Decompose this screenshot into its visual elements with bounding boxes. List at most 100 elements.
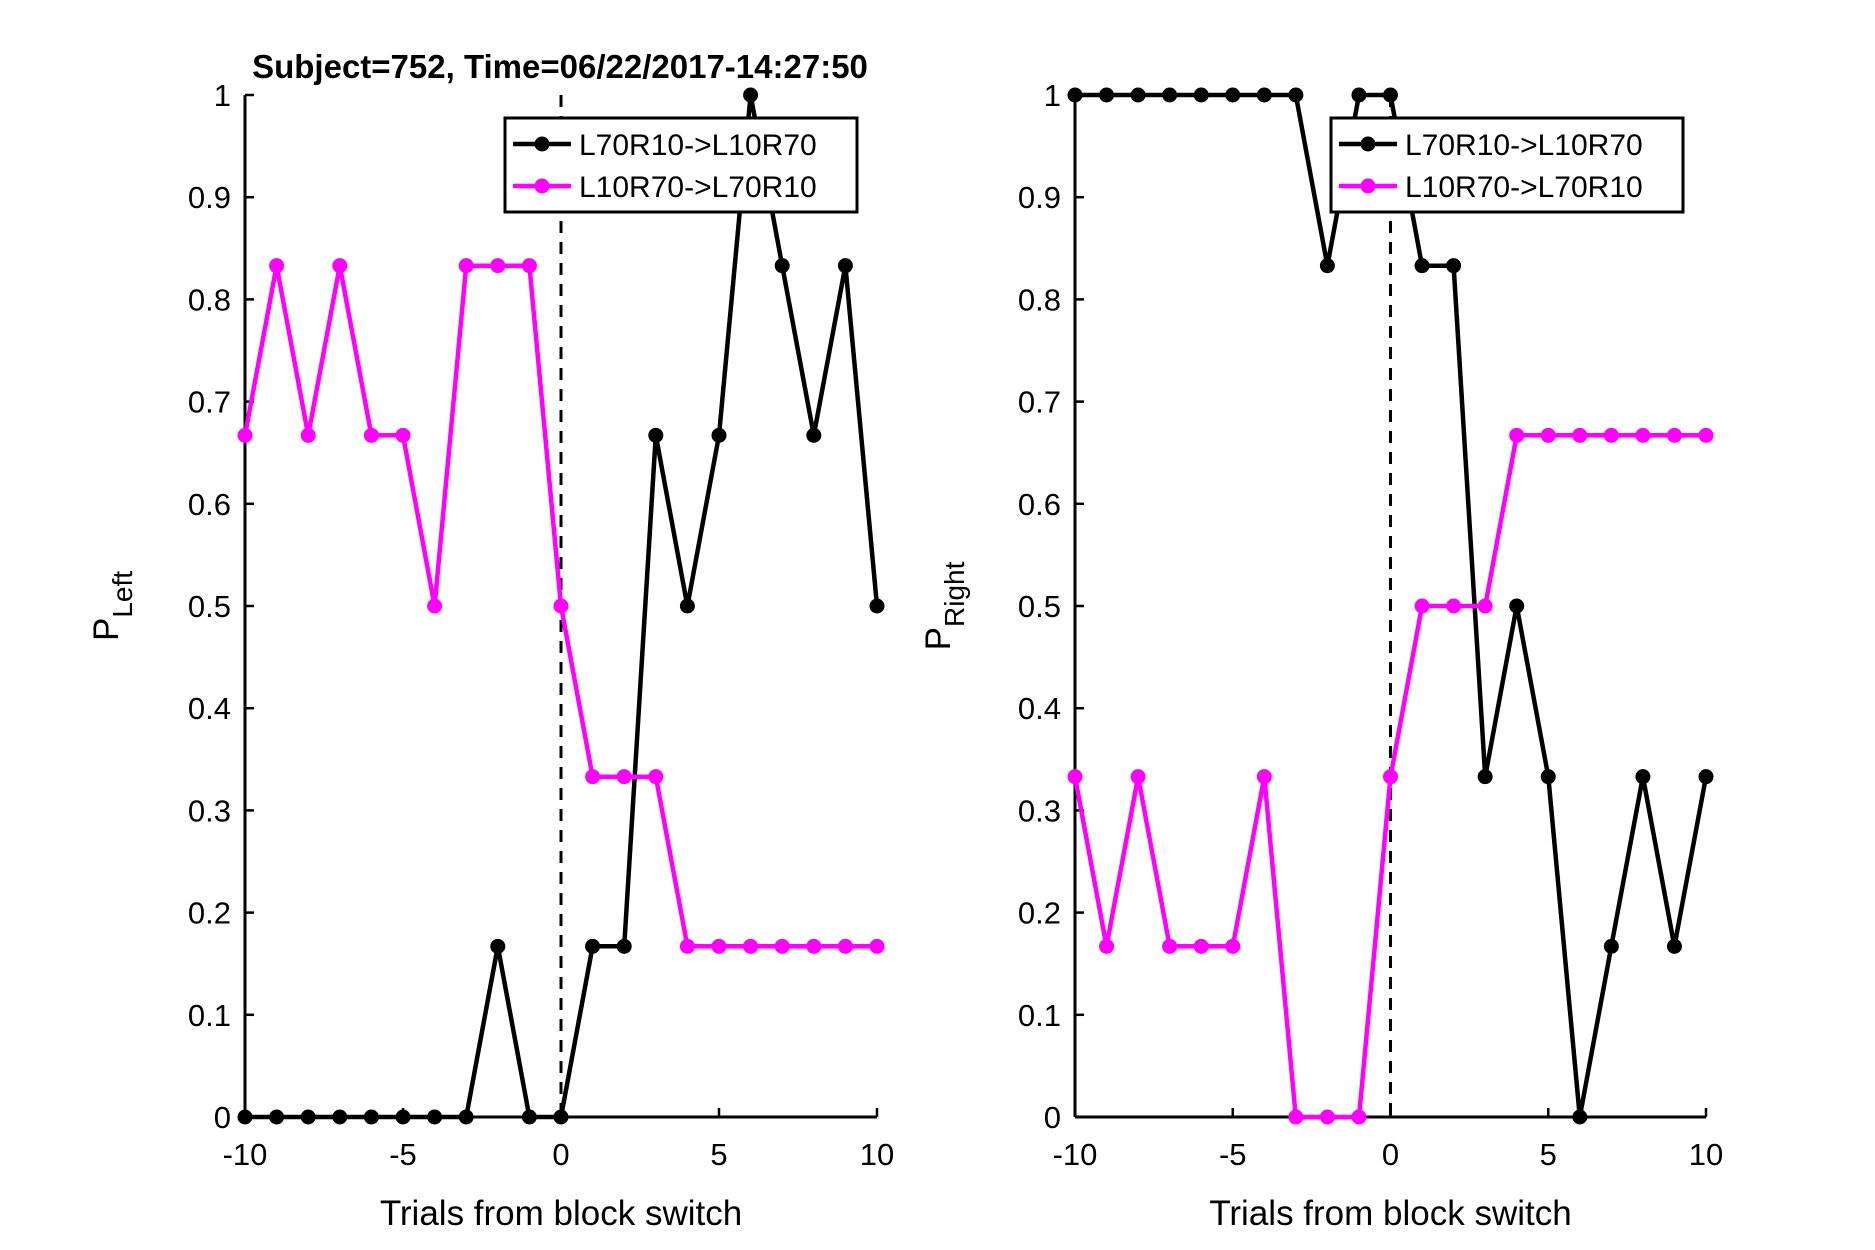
- data-point: [269, 258, 285, 274]
- legend-label: L10R70->L70R10: [579, 171, 817, 204]
- y-tick-label: 1: [1044, 78, 1061, 113]
- legend-swatch-marker: [1360, 136, 1376, 152]
- data-point: [1099, 87, 1115, 103]
- data-point: [553, 1109, 569, 1125]
- y-tick-label: 0.8: [1018, 282, 1061, 317]
- y-tick-label: 0.9: [188, 180, 231, 215]
- data-point: [743, 87, 759, 103]
- data-point: [837, 938, 853, 954]
- legend-swatch-marker: [1360, 178, 1376, 194]
- x-tick-label: 5: [1540, 1137, 1557, 1172]
- data-point: [679, 938, 695, 954]
- y-tick-label: 0.5: [188, 589, 231, 624]
- data-point: [1319, 258, 1335, 274]
- y-axis-label: PLeft: [87, 571, 138, 641]
- x-tick-label: -10: [223, 1137, 268, 1172]
- data-point: [237, 1109, 253, 1125]
- data-point: [711, 938, 727, 954]
- data-point: [1130, 769, 1146, 785]
- y-tick-label: 0.6: [1018, 487, 1061, 522]
- y-tick-label: 0.2: [188, 896, 231, 931]
- y-axis-label-main: P: [87, 618, 126, 641]
- x-tick-label: -5: [389, 1137, 417, 1172]
- data-point: [427, 598, 443, 614]
- y-tick-label: 1: [214, 78, 231, 113]
- data-point: [1698, 769, 1714, 785]
- data-point: [1540, 769, 1556, 785]
- data-point: [806, 427, 822, 443]
- data-point: [1288, 1109, 1304, 1125]
- y-tick-label: 0.3: [188, 793, 231, 828]
- legend-box: [503, 116, 859, 214]
- data-point: [1099, 938, 1115, 954]
- data-point: [395, 427, 411, 443]
- data-point: [332, 258, 348, 274]
- x-axis-label: Trials from block switch: [1209, 1194, 1571, 1233]
- data-point: [490, 258, 506, 274]
- y-axis-label-subscript: Left: [107, 571, 138, 618]
- legend: L70R10->L10R70 L10R70->L70R10: [503, 116, 859, 214]
- right-chart-panel: 0 0.1 0.2 0.3 0.4 0.5 0.6 0.7 0.8 0.9 1 -10 -5 0 5 10 Tr…: [919, 78, 1723, 1233]
- data-point: [300, 1109, 316, 1125]
- data-point: [332, 1109, 348, 1125]
- data-point: [363, 427, 379, 443]
- data-point: [1193, 87, 1209, 103]
- data-point: [1572, 1109, 1588, 1125]
- x-tick-label: 5: [710, 1137, 727, 1172]
- x-tick-label: 10: [860, 1137, 894, 1172]
- data-point: [774, 258, 790, 274]
- y-tick-label: 0.2: [1018, 896, 1061, 931]
- y-tick-label: 0.1: [188, 998, 231, 1033]
- data-point: [1383, 87, 1398, 103]
- data-point: [1225, 938, 1241, 954]
- y-tick-label: 0.1: [1018, 998, 1061, 1033]
- data-point: [1193, 938, 1209, 954]
- data-point: [521, 1109, 537, 1125]
- legend-label: L70R10->L10R70: [1405, 129, 1643, 162]
- x-axis-label: Trials from block switch: [380, 1194, 742, 1233]
- data-point: [585, 769, 601, 785]
- legend: L70R10->L10R70 L10R70->L70R10: [1329, 116, 1685, 214]
- y-axis-label-main: P: [919, 627, 958, 650]
- figure-title: Subject=752, Time=06/22/2017-14:27:50: [252, 48, 868, 85]
- data-point: [490, 938, 506, 954]
- y-tick-label: 0.8: [188, 282, 231, 317]
- legend-swatch-marker: [534, 178, 550, 194]
- data-point: [1446, 258, 1462, 274]
- x-tick-label: 10: [1689, 1137, 1723, 1172]
- data-point: [1603, 427, 1619, 443]
- legend-swatch-marker: [534, 136, 550, 152]
- data-point: [869, 938, 885, 954]
- data-point: [1256, 87, 1272, 103]
- data-point: [1540, 427, 1556, 443]
- data-point: [458, 1109, 474, 1125]
- data-point: [1256, 769, 1272, 785]
- y-tick-label: 0.6: [188, 487, 231, 522]
- data-point: [711, 427, 727, 443]
- data-point: [553, 598, 569, 614]
- data-point: [616, 938, 632, 954]
- data-point: [237, 427, 253, 443]
- data-point: [1698, 427, 1714, 443]
- data-point: [427, 1109, 443, 1125]
- data-point: [1383, 769, 1398, 785]
- data-point: [458, 258, 474, 274]
- x-tick-label: 0: [552, 1137, 569, 1172]
- y-tick-label: 0.4: [1018, 691, 1061, 726]
- data-point: [616, 769, 632, 785]
- y-tick-label: 0: [214, 1100, 231, 1135]
- data-point: [1509, 427, 1525, 443]
- data-point: [1635, 427, 1651, 443]
- data-point: [1477, 769, 1493, 785]
- data-point: [837, 258, 853, 274]
- data-point: [774, 938, 790, 954]
- y-tick-label: 0.7: [1018, 385, 1061, 420]
- x-tick-label: -10: [1053, 1137, 1098, 1172]
- y-tick-label: 0.5: [1018, 589, 1061, 624]
- data-point: [1225, 87, 1241, 103]
- data-point: [806, 938, 822, 954]
- data-point: [1603, 938, 1619, 954]
- x-tick-label: -5: [1219, 1137, 1247, 1172]
- data-point: [1319, 1109, 1335, 1125]
- data-point: [1572, 427, 1588, 443]
